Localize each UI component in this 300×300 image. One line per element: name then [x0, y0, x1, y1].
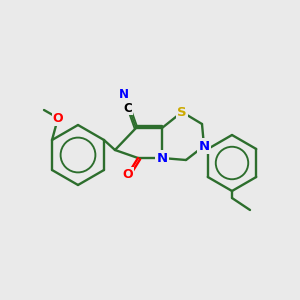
Text: S: S — [177, 106, 187, 118]
Text: N: N — [156, 152, 168, 164]
Text: O: O — [123, 167, 133, 181]
Text: N: N — [119, 88, 129, 100]
Text: C: C — [124, 101, 132, 115]
Text: O: O — [53, 112, 63, 124]
Text: N: N — [198, 140, 210, 152]
